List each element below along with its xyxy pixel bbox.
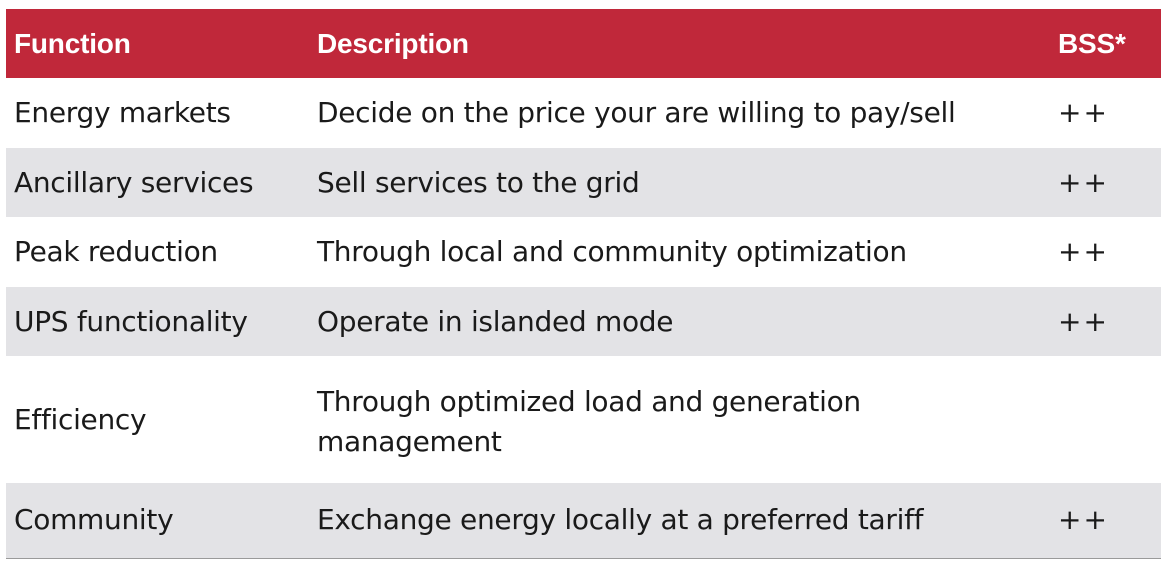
functions-table: Function Description BSS* Energy markets… [6,9,1161,559]
cell-function: Community [14,503,174,537]
table-body: Energy markets Decide on the price your … [6,78,1161,558]
table-row: Peak reduction Through local and communi… [6,217,1161,287]
header-bss: BSS* [1048,9,1161,78]
cell-function: Ancillary services [14,165,254,199]
functions-table-container: Function Description BSS* Energy markets… [6,9,1161,559]
cell-function: Efficiency [14,402,147,436]
header-function: Function [6,9,309,78]
table-row: Energy markets Decide on the price your … [6,78,1161,148]
cell-bss: ++ [1058,96,1109,129]
table-row: Efficiency Through optimized load and ge… [6,356,1161,483]
cell-description: Operate in islanded mode [317,304,674,338]
cell-description: Through local and community optimization [317,235,907,268]
cell-description: Decide on the price your are willing to … [317,96,956,129]
cell-bss: ++ [1058,304,1109,338]
table-row: Community Exchange energy locally at a p… [6,483,1161,558]
cell-bss: ++ [1058,165,1109,199]
cell-description: Exchange energy locally at a preferred t… [317,503,924,537]
cell-function: UPS functionality [14,304,248,338]
cell-function: Peak reduction [14,235,218,268]
table-row: UPS functionality Operate in islanded mo… [6,287,1161,356]
cell-bss: ++ [1058,235,1109,268]
table-row: Ancillary services Sell services to the … [6,148,1161,217]
cell-function: Energy markets [14,96,231,129]
table-header: Function Description BSS* [6,9,1161,78]
cell-bss: ++ [1058,503,1109,537]
cell-description: Through optimized load and generation ma… [317,384,861,458]
cell-description: Sell services to the grid [317,165,640,199]
cell-bss [1048,356,1161,483]
header-description: Description [309,9,1048,78]
header-row: Function Description BSS* [6,9,1161,78]
